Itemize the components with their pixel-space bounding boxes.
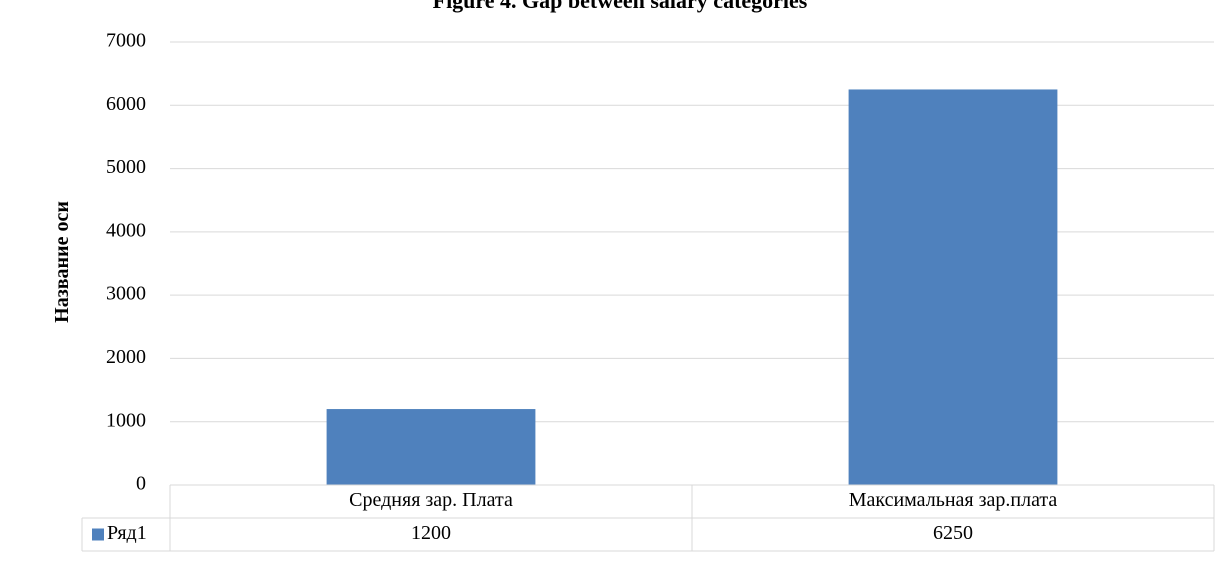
category-label: Средняя зар. Плата — [349, 489, 513, 511]
bar — [848, 89, 1058, 485]
legend-swatch — [92, 528, 104, 541]
data-table-value: 1200 — [411, 522, 451, 544]
y-tick-label: 0 — [136, 473, 146, 495]
y-tick-label: 6000 — [106, 93, 146, 115]
y-axis-ticks: 0 1000 2000 3000 4000 5000 6000 7000 — [106, 30, 146, 495]
bars — [326, 89, 1058, 485]
y-tick-label: 2000 — [106, 346, 146, 368]
category-label: Максимальная зар.плата — [849, 489, 1058, 511]
gridlines — [170, 41, 1214, 423]
chart-title: Figure 4. Gap between salary categories — [433, 0, 808, 13]
y-tick-label: 3000 — [106, 283, 146, 305]
data-table-value: 6250 — [933, 522, 973, 544]
data-table: Средняя зар. Плата Максимальная зар.плата… — [81, 484, 1215, 552]
y-tick-label: 1000 — [106, 409, 146, 431]
y-tick-label: 7000 — [106, 30, 146, 52]
y-tick-label: 4000 — [106, 219, 146, 241]
y-tick-label: 5000 — [106, 156, 146, 178]
bar — [326, 409, 536, 485]
legend-label: Ряд1 — [107, 522, 147, 544]
y-axis-label: Название оси — [51, 201, 73, 323]
